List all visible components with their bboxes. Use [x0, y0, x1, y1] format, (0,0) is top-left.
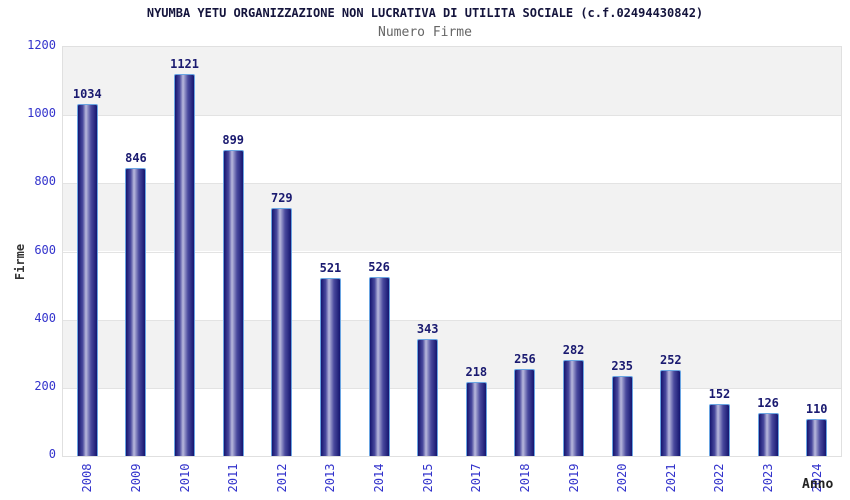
- grid-line: [63, 387, 841, 389]
- x-tick-label: 2015: [420, 463, 435, 493]
- y-tick-label: 400: [34, 310, 56, 325]
- bar-value-label: 521: [319, 261, 342, 276]
- bar-value-label: 126: [757, 396, 779, 411]
- bar-2023: [757, 413, 779, 456]
- x-tick-label: 2008: [80, 463, 95, 493]
- y-tick-label: 0: [48, 447, 56, 461]
- bar-value-label: 218: [465, 364, 488, 379]
- bar-value-label: 235: [611, 358, 634, 373]
- bar-value-label: 899: [222, 132, 245, 147]
- x-tick-label: 2020: [615, 463, 630, 493]
- y-tick-label: 200: [34, 378, 56, 393]
- x-tick-label: 2011: [226, 463, 241, 493]
- bar-2011: [222, 149, 244, 456]
- bar-value-label: 526: [368, 259, 390, 274]
- bar-2012: [271, 207, 293, 456]
- bar-2024: [806, 418, 828, 456]
- x-tick-label: 2013: [323, 463, 338, 493]
- bar-value-label: 110: [805, 401, 828, 416]
- x-tick-label: 2017: [469, 463, 484, 493]
- bar-2022: [708, 404, 730, 456]
- bar-2010: [174, 73, 196, 456]
- grid-line: [63, 183, 841, 185]
- chart-subtitle: Numero Firme: [378, 25, 472, 40]
- grid-line: [63, 319, 841, 321]
- x-tick-label: 2010: [177, 463, 192, 493]
- x-tick-label: 2012: [274, 463, 289, 493]
- x-tick-label: 2019: [566, 463, 581, 493]
- x-tick-label: 2023: [761, 463, 776, 493]
- chart-title: NYUMBA YETU ORGANIZZAZIONE NON LUCRATIVA…: [146, 6, 704, 20]
- bar-2017: [465, 381, 487, 456]
- x-tick-label: 2009: [128, 463, 143, 493]
- bar-value-label: 252: [659, 353, 682, 368]
- x-tick-label: 2022: [712, 463, 727, 493]
- bar-value-label: 343: [416, 322, 439, 337]
- bar-2021: [660, 370, 682, 456]
- y-tick-label: 1200: [27, 38, 56, 52]
- x-axis-label: Anno: [802, 477, 834, 492]
- bar-2020: [611, 375, 633, 456]
- x-tick-label: 2018: [517, 463, 532, 493]
- bar-2015: [417, 339, 439, 456]
- bar-2019: [563, 359, 585, 456]
- bar-2013: [319, 278, 341, 456]
- bar-value-label: 729: [270, 190, 293, 205]
- bar-value-label: 846: [125, 150, 147, 165]
- bar-2008: [76, 103, 98, 456]
- y-tick-label: 1000: [27, 106, 56, 121]
- bar-value-label: 152: [708, 387, 731, 402]
- bar-value-label: 282: [562, 342, 585, 357]
- y-tick-label: 800: [34, 174, 56, 189]
- x-tick-label: 2021: [663, 463, 678, 493]
- bar-value-label: 1121: [170, 56, 200, 71]
- x-tick-label: 2014: [372, 463, 387, 493]
- bar-2014: [368, 276, 390, 456]
- grid-line: [63, 251, 841, 253]
- bar-value-label: 256: [514, 351, 536, 366]
- bar-2009: [125, 167, 147, 456]
- plot-area: 1034 846 1121 899 729 521 526 343 218 256 282 235 25…: [62, 46, 842, 457]
- y-tick-label: 600: [34, 242, 56, 257]
- grid-line: [63, 115, 841, 117]
- bar-2018: [514, 368, 536, 456]
- bar-value-label: 1034: [72, 86, 102, 101]
